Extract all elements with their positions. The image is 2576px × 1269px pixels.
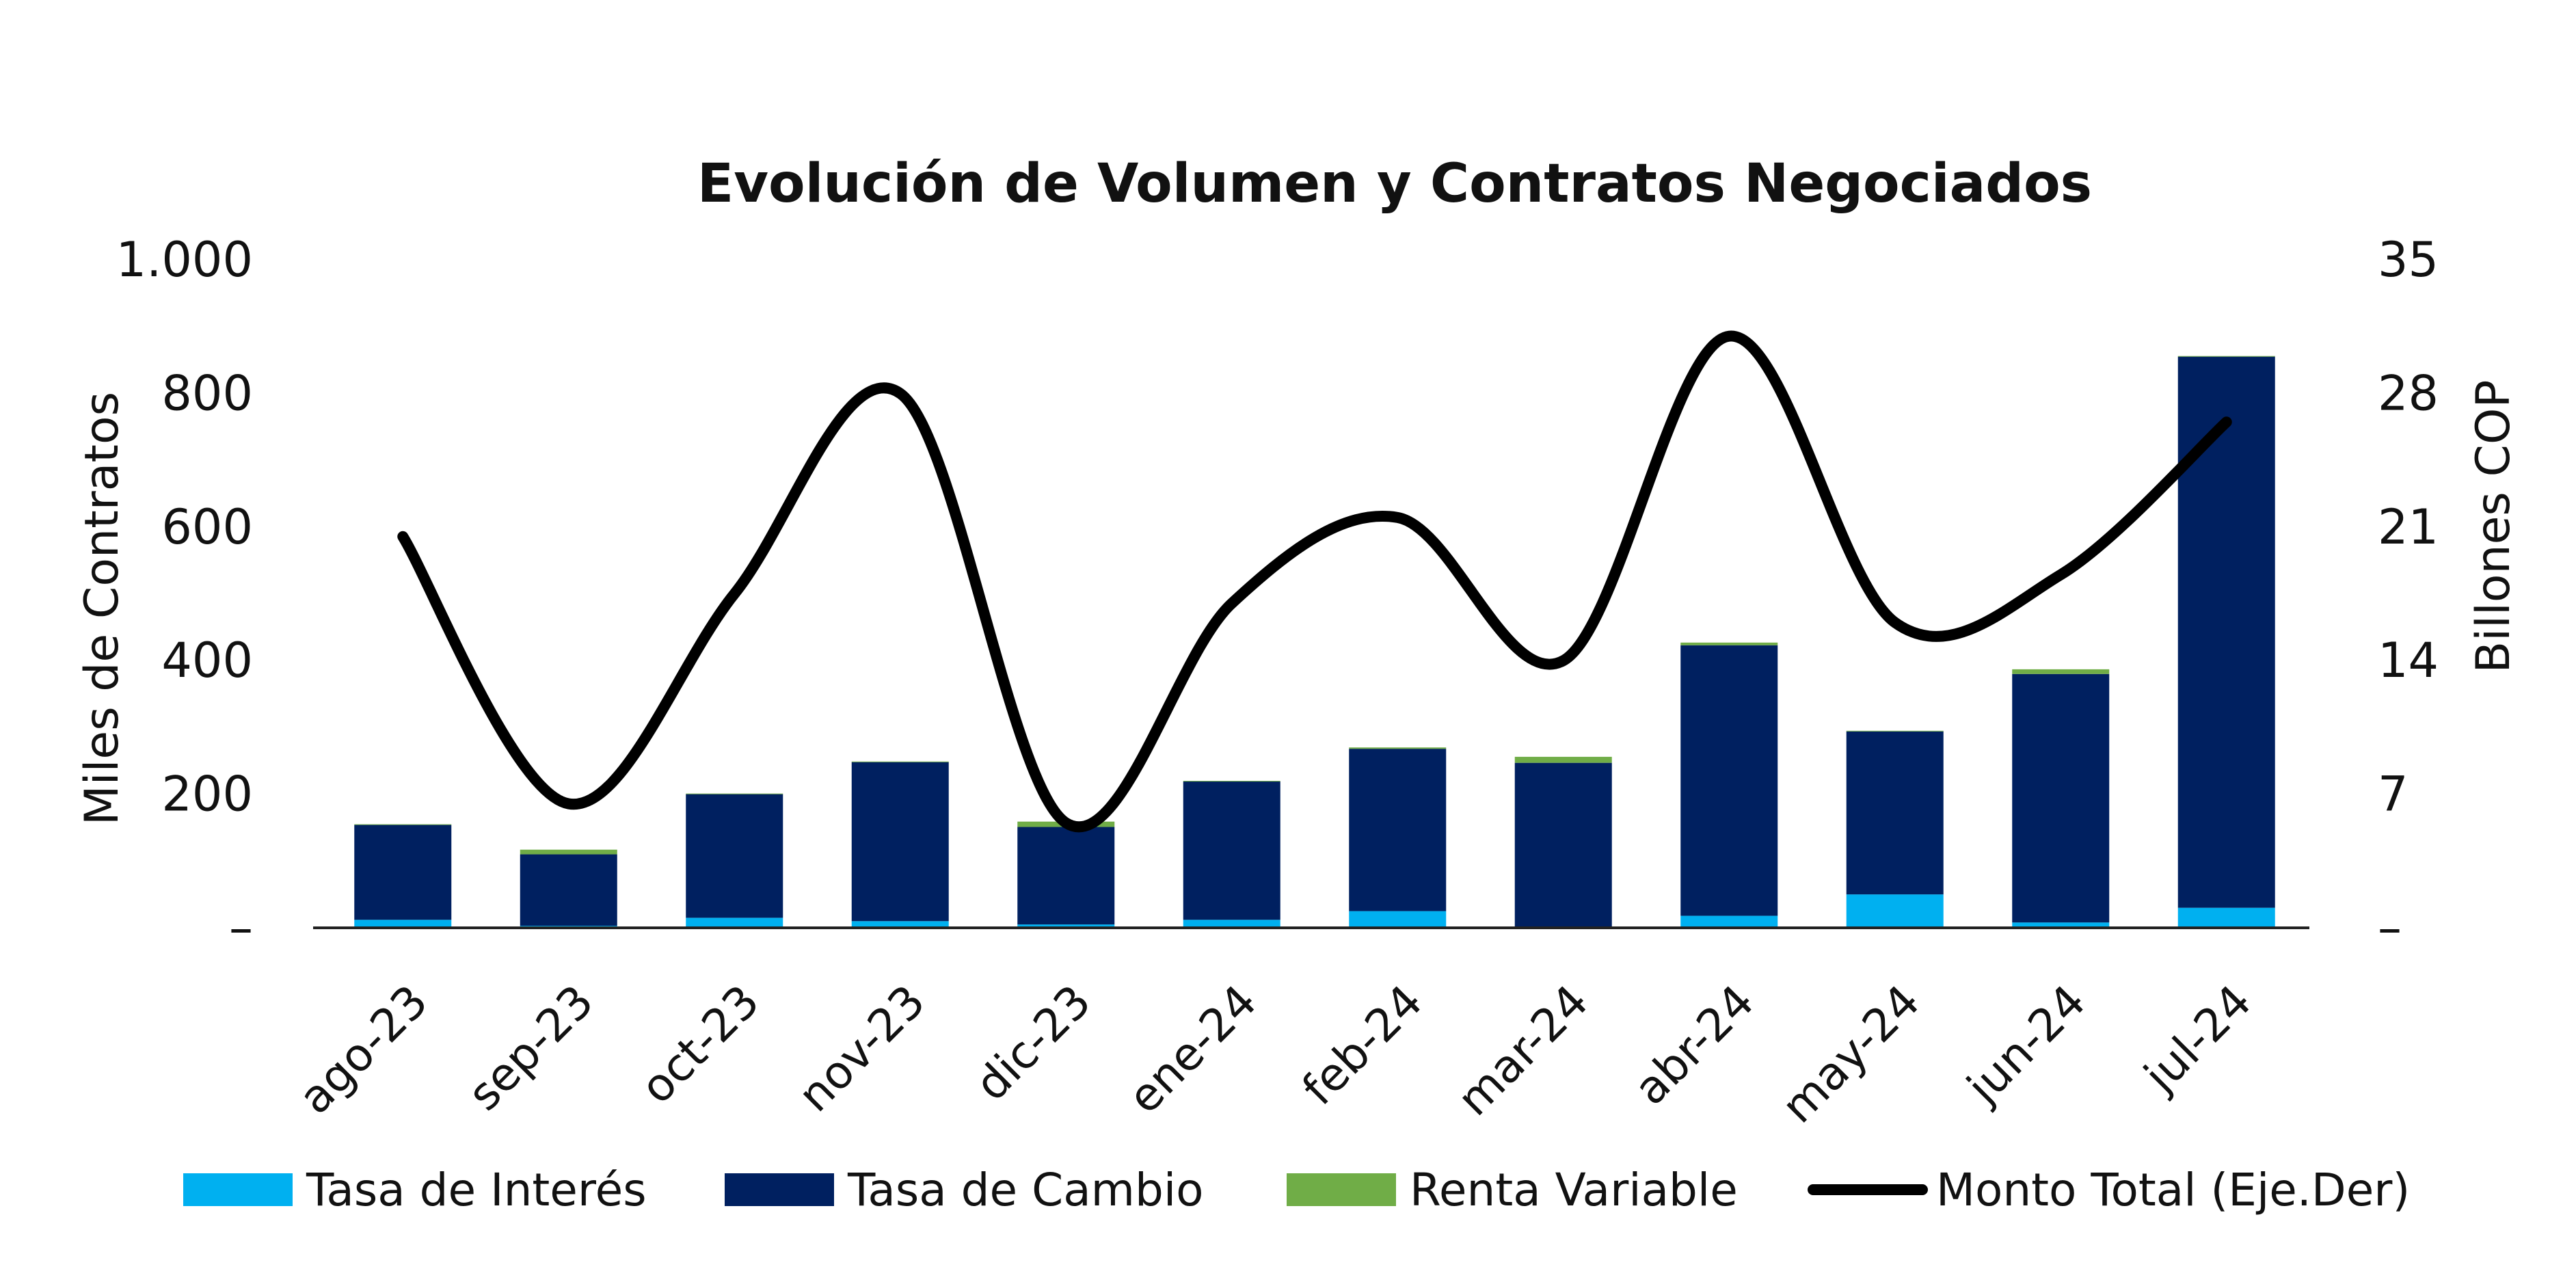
bar-tasa-de-cambio — [1680, 645, 1778, 916]
right-axis-tick-label: 28 — [2378, 365, 2439, 421]
left-axis-tick-label: 200 — [161, 766, 253, 823]
right-axis-tick-label: – — [2378, 900, 2402, 956]
bar-tasa-de-interes — [2177, 907, 2275, 928]
left-axis-tick-label: 600 — [161, 499, 253, 555]
bar-tasa-de-cambio — [1514, 762, 1612, 927]
bar-tasa-de-interes — [851, 921, 949, 928]
chart-title: Evolución de Volumen y Contratos Negocia… — [697, 153, 2092, 215]
bar-renta-variable — [1680, 642, 1778, 645]
bars-layer — [354, 356, 2275, 928]
category-label: oct-23 — [630, 975, 769, 1114]
category-label: abr-24 — [1624, 975, 1764, 1115]
legend-label: Renta Variable — [1410, 1164, 1738, 1216]
right-axis-tick-label: 7 — [2378, 766, 2409, 823]
series-line-monto-total — [397, 330, 2232, 833]
bar-tasa-de-cambio — [1017, 827, 1115, 925]
bar-renta-variable — [1846, 730, 1944, 732]
category-label: jul-24 — [2133, 975, 2262, 1104]
bar-renta-variable — [1349, 747, 1447, 749]
left-axis-tick-label: 400 — [161, 632, 253, 689]
left-axis-ticks: – 200 400 600 800 1.000 — [116, 232, 253, 956]
bar-tasa-de-cambio — [851, 762, 949, 922]
bar-tasa-de-cambio — [354, 825, 452, 920]
bar-renta-variable — [2012, 669, 2110, 674]
category-label: mar-24 — [1447, 975, 1598, 1126]
bar-tasa-de-cambio — [2012, 673, 2110, 923]
left-axis-label: Miles de Contratos — [75, 392, 129, 825]
category-label: dic-23 — [965, 975, 1101, 1111]
category-label: ene-24 — [1118, 975, 1267, 1124]
bar-tasa-de-interes — [2012, 922, 2110, 928]
category-label: nov-23 — [788, 975, 935, 1122]
left-axis-tick-label: 1.000 — [116, 232, 253, 288]
legend-label: Tasa de Interés — [306, 1164, 647, 1216]
bar-tasa-de-cambio — [686, 794, 783, 918]
legend-label: Tasa de Cambio — [847, 1164, 1204, 1216]
bar-renta-variable — [2177, 356, 2275, 357]
legend-label: Monto Total (Eje.Der) — [1936, 1164, 2410, 1216]
right-axis-ticks: – 7 14 21 28 35 — [2378, 232, 2439, 956]
left-axis-tick-label: 800 — [161, 365, 253, 421]
bar-tasa-de-cambio — [1846, 731, 1944, 895]
legend: Tasa de Interés Tasa de Cambio Renta Varia… — [183, 1164, 2410, 1216]
category-label: ago-23 — [289, 975, 438, 1124]
bar-tasa-de-interes — [1349, 911, 1447, 928]
bar-tasa-de-interes — [1183, 920, 1280, 928]
category-label: sep-23 — [458, 975, 604, 1121]
right-axis-label: Billones COP — [2467, 380, 2521, 673]
legend-swatch — [725, 1173, 834, 1206]
right-axis-tick-label: 14 — [2378, 632, 2439, 689]
category-label: feb-24 — [1292, 975, 1432, 1115]
legend-swatch — [183, 1173, 293, 1206]
bar-tasa-de-interes — [1017, 924, 1115, 928]
category-label: may-24 — [1772, 975, 1931, 1134]
bar-tasa-de-cambio — [1183, 782, 1280, 920]
bar-tasa-de-interes — [686, 918, 783, 928]
legend-swatch — [1287, 1173, 1396, 1206]
bar-tasa-de-cambio — [2177, 356, 2275, 908]
right-axis-tick-label: 21 — [2378, 499, 2439, 555]
bar-tasa-de-cambio — [520, 854, 617, 926]
category-label: jun-24 — [1956, 975, 2095, 1114]
bar-renta-variable — [520, 849, 617, 855]
bar-renta-variable — [1514, 756, 1612, 763]
right-axis-tick-label: 35 — [2378, 232, 2439, 288]
bar-tasa-de-interes — [354, 920, 452, 928]
bar-tasa-de-cambio — [1349, 749, 1447, 911]
left-axis-tick-label: – — [229, 900, 253, 956]
bar-tasa-de-interes — [1846, 894, 1944, 928]
bar-tasa-de-interes — [1680, 916, 1778, 928]
category-labels: ago-23 sep-23 oct-23 nov-23 dic-23 ene-24 feb-… — [289, 975, 2262, 1134]
bar-renta-variable — [1183, 781, 1280, 782]
